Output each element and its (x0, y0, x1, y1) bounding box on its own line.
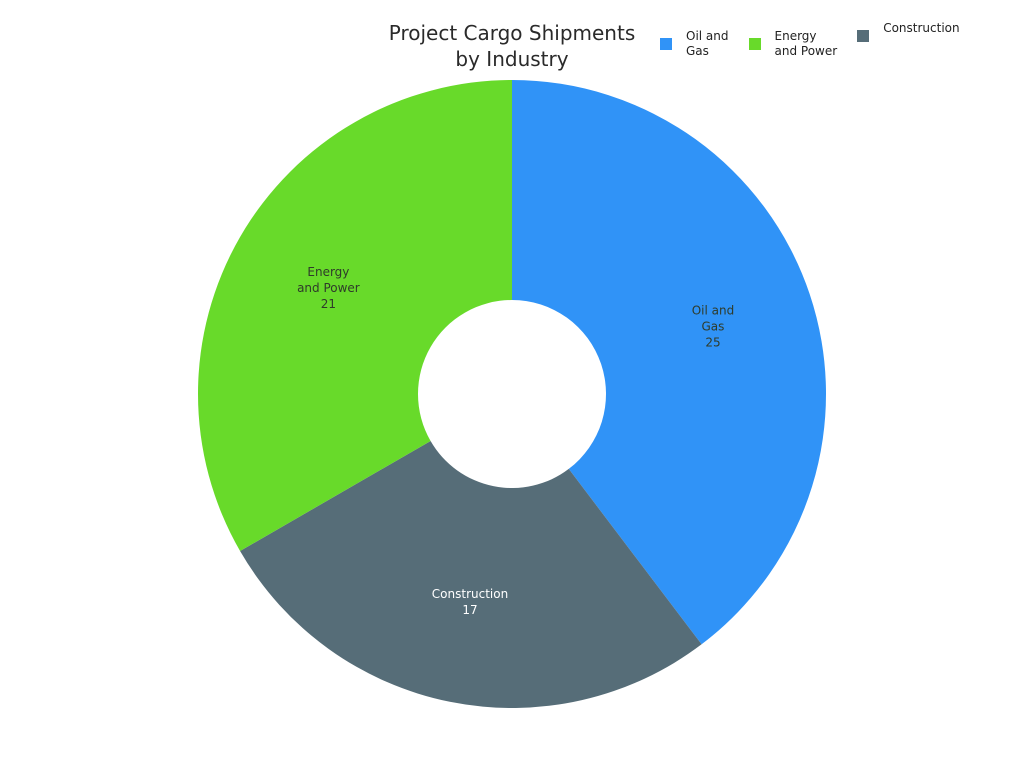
chart-title-line1: Project Cargo Shipments (388, 21, 636, 45)
legend-item-construction[interactable]: Construction (857, 21, 960, 59)
chart-title-line2: by Industry (455, 47, 569, 71)
legend-item-energy-and-power[interactable]: Energy and Power (748, 29, 838, 59)
slice-label: Construction 17 (432, 587, 508, 617)
slice-energy-and-power[interactable] (198, 80, 512, 551)
slice-oil-and-gas[interactable] (512, 80, 827, 645)
legend-label: Oil and Gas (686, 29, 729, 58)
slice-construction[interactable] (240, 441, 702, 709)
slice-label: Oil and Gas 25 (692, 303, 735, 349)
slice-label: Energy and Power 21 (297, 265, 360, 311)
legend-swatch-oil-and-gas (660, 38, 672, 50)
legend-swatch-energy-and-power (748, 38, 761, 50)
chart-title: Project Cargo Shipments by Industry (362, 20, 662, 72)
legend-label: Construction (883, 21, 960, 35)
legend-swatch-construction (857, 30, 870, 42)
legend-item-oil-and-gas[interactable]: Oil and Gas (660, 29, 729, 59)
legend-label: Energy and Power (774, 29, 838, 58)
chart-legend: Oil and Gas Energy and Power Constructio… (660, 21, 980, 59)
